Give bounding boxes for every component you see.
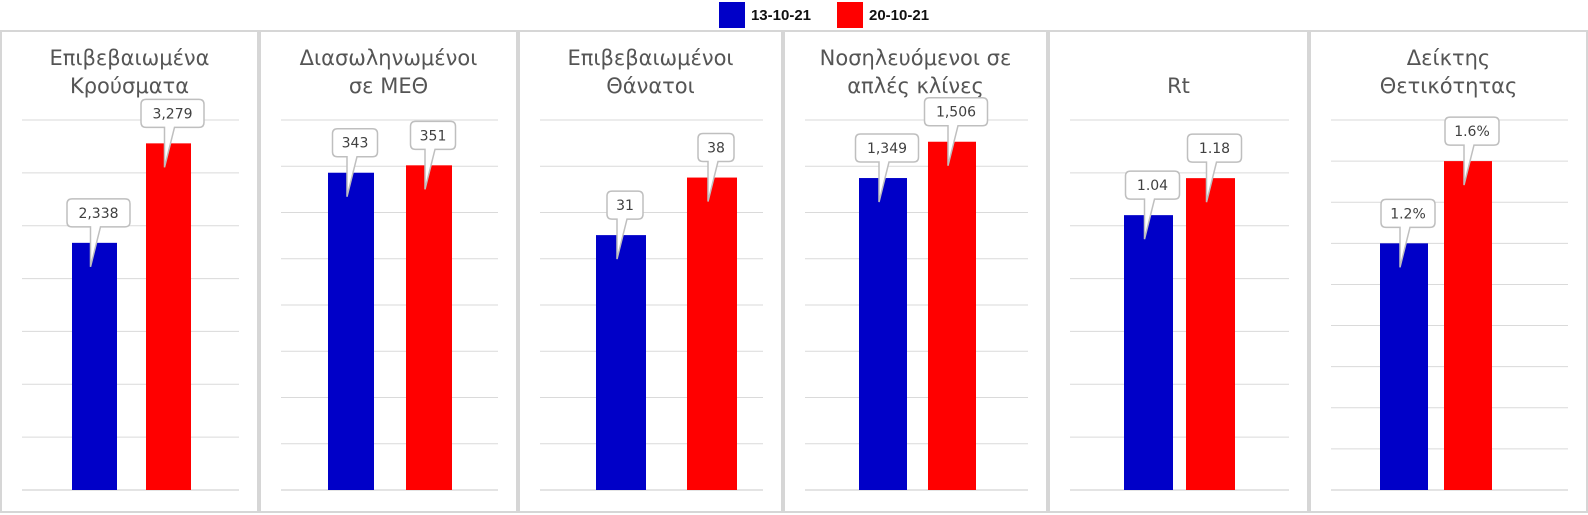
data-label: 1,506 xyxy=(936,105,976,121)
panel-title: Διασωληνωμένοι σε ΜΕΘ xyxy=(299,46,478,98)
bar-20-10-21 xyxy=(146,143,191,490)
data-label: 2,338 xyxy=(78,206,118,222)
legend-swatch-blue xyxy=(718,2,745,28)
callout-box xyxy=(606,190,644,260)
bar-13-10-21 xyxy=(859,178,907,490)
bar-20-10-21 xyxy=(406,165,452,490)
panel-rt: Rt 1.04 1.18 xyxy=(1048,30,1309,513)
data-label-callout: 3,279 xyxy=(140,98,205,168)
bar-plot: 1.2% 1.6% xyxy=(1331,116,1568,491)
bar-13-10-21 xyxy=(1380,243,1428,490)
data-label: 1,349 xyxy=(867,141,907,157)
data-label: 1.2% xyxy=(1390,206,1426,222)
bar-20-10-21 xyxy=(928,141,976,491)
panel-confirmed-cases: Επιβεβαιωμένα Κρούσματα 2,338 3,279 xyxy=(0,30,259,513)
data-label-callout: 1.6% xyxy=(1444,116,1500,186)
legend-item-13-10-21: 13-10-21 xyxy=(718,2,811,28)
callout-box xyxy=(140,98,205,168)
bar-13-10-21 xyxy=(596,235,646,490)
panel-positivity-rate: Δείκτης Θετικότητας 1.2% 1.6% xyxy=(1309,30,1588,513)
panel-confirmed-deaths: Επιβεβαιωμένοι Θάνατοι 31 38 xyxy=(518,30,783,513)
legend-label: 13-10-21 xyxy=(750,6,811,24)
data-label-callout: 1.18 xyxy=(1186,133,1243,203)
panel-icu-intubated: Διασωληνωμένοι σε ΜΕΘ 343 351 xyxy=(259,30,518,513)
bar-20-10-21 xyxy=(1444,161,1492,490)
data-label: 38 xyxy=(707,141,725,157)
data-label: 1.6% xyxy=(1454,124,1490,140)
legend-label: 20-10-21 xyxy=(869,6,930,24)
bar-plot: 1,349 1,506 xyxy=(805,96,1028,491)
bar-20-10-21 xyxy=(1186,178,1235,490)
data-label-callout: 351 xyxy=(409,120,457,190)
panel-title: Επιβεβαιωμένα Κρούσματα xyxy=(49,46,210,98)
bar-13-10-21 xyxy=(1124,215,1173,490)
data-label: 343 xyxy=(342,136,369,152)
data-label-callout: 1.2% xyxy=(1380,198,1436,268)
data-label: 3,279 xyxy=(152,106,192,122)
panel-title: Rt xyxy=(1167,74,1190,98)
legend: 13-10-21 20-10-21 xyxy=(0,0,1588,30)
data-label-callout: 38 xyxy=(697,132,735,202)
callout-box xyxy=(697,132,735,202)
callout-box xyxy=(1186,133,1243,203)
bar-plot: 1.04 1.18 xyxy=(1070,119,1289,491)
callout-box xyxy=(1124,170,1181,240)
bar-plot: 31 38 xyxy=(540,119,763,491)
bar-20-10-21 xyxy=(687,177,737,491)
bar-plot: 343 351 xyxy=(281,119,498,491)
legend-item-20-10-21: 20-10-21 xyxy=(837,2,929,28)
data-label-callout: 343 xyxy=(331,127,379,197)
data-label: 1.18 xyxy=(1199,141,1230,157)
data-label-callout: 1,349 xyxy=(854,133,920,203)
bar-13-10-21 xyxy=(72,242,117,490)
panel-hospitalized: Νοσηλευόμενοι σε απλές κλίνες 1,349 1,506 xyxy=(783,30,1048,513)
callout-box xyxy=(854,133,920,203)
callout-box xyxy=(1380,198,1436,268)
callout-box xyxy=(1444,116,1500,186)
data-label-callout: 1.04 xyxy=(1124,170,1181,240)
data-label: 31 xyxy=(616,198,634,214)
panel-title: Δείκτης Θετικότητας xyxy=(1379,46,1518,98)
callout-box xyxy=(923,96,989,166)
bar-plot: 2,338 3,279 xyxy=(22,98,239,491)
panel-title: Επιβεβαιωμένοι Θάνατοι xyxy=(567,46,734,98)
data-label-callout: 1,506 xyxy=(923,96,989,166)
legend-swatch-red xyxy=(837,2,863,28)
data-label-callout: 2,338 xyxy=(66,198,131,268)
bar-13-10-21 xyxy=(328,172,374,490)
callout-box xyxy=(331,127,379,197)
callout-box xyxy=(409,120,457,190)
panel-title: Νοσηλευόμενοι σε απλές κλίνες xyxy=(819,46,1012,98)
data-label: 351 xyxy=(420,128,447,144)
data-label-callout: 31 xyxy=(606,190,644,260)
callout-box xyxy=(66,198,131,268)
data-label: 1.04 xyxy=(1137,178,1168,194)
